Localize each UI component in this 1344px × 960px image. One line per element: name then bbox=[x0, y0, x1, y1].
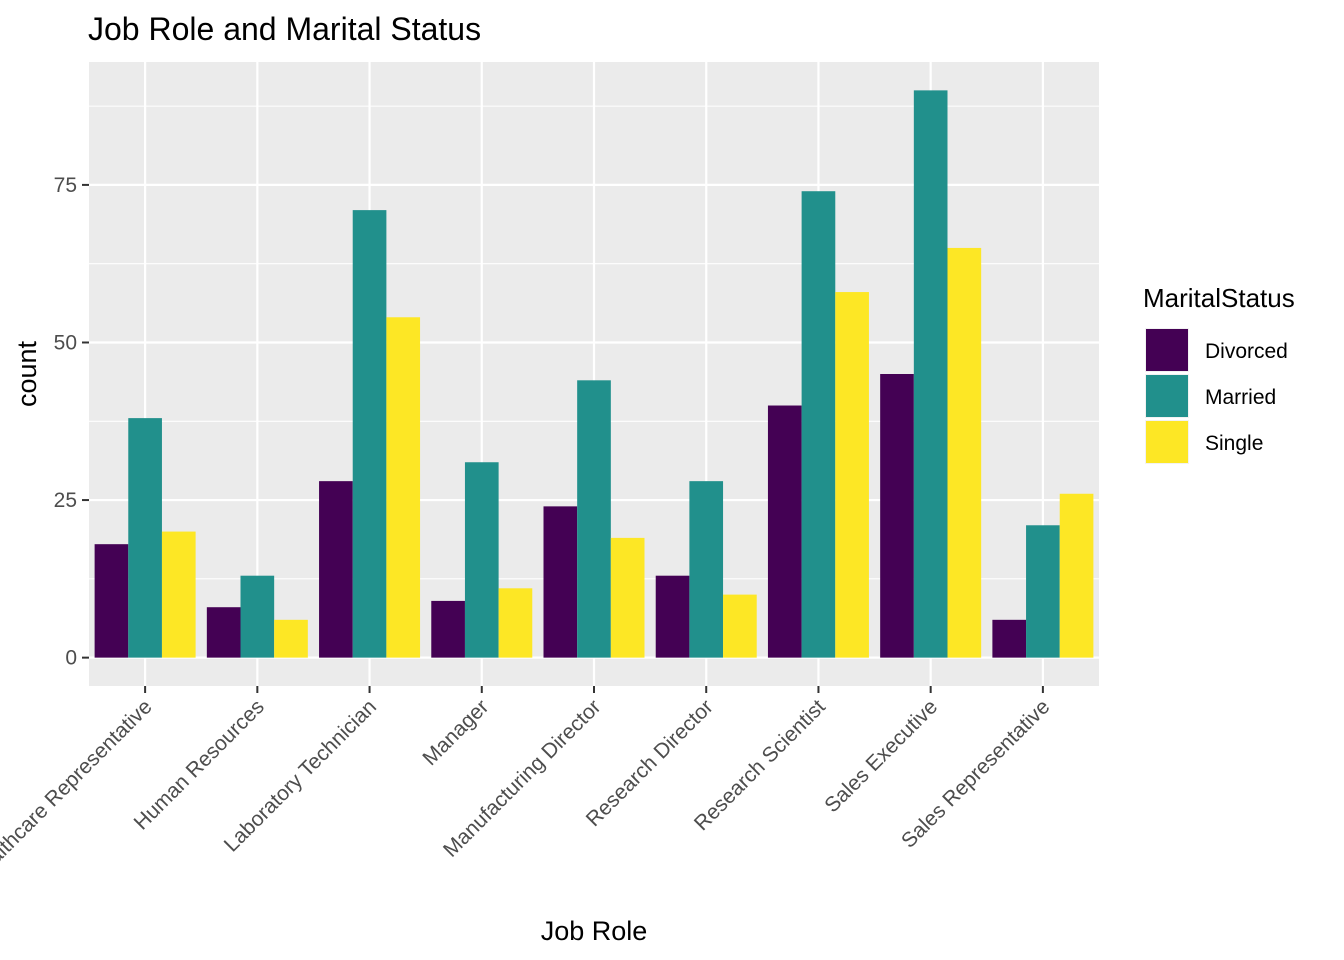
bar-married bbox=[464, 462, 499, 658]
bar-divorced bbox=[767, 405, 802, 658]
y-tick-label: 50 bbox=[54, 331, 77, 354]
bar-married bbox=[913, 90, 948, 658]
y-tick-label: 25 bbox=[54, 489, 77, 512]
bar-married bbox=[128, 418, 162, 658]
bar-single bbox=[835, 292, 869, 658]
bar-divorced bbox=[655, 575, 690, 658]
chart-title: Job Role and Marital Status bbox=[88, 11, 481, 47]
x-tick-label: Manager bbox=[418, 695, 493, 770]
bar-divorced bbox=[880, 374, 914, 658]
bar-divorced bbox=[431, 600, 465, 658]
bars bbox=[94, 90, 1094, 658]
bar-married bbox=[577, 380, 611, 658]
x-tick-label: Healthcare Representative bbox=[0, 695, 157, 887]
legend-label: Married bbox=[1205, 386, 1276, 409]
legend-key-single bbox=[1146, 421, 1188, 463]
legend-title: MaritalStatus bbox=[1143, 283, 1295, 313]
bar-single bbox=[1059, 493, 1094, 658]
y-axis-title: count bbox=[12, 340, 42, 407]
bar-divorced bbox=[94, 544, 129, 658]
legend-key-married bbox=[1146, 375, 1188, 417]
x-tick-label: Sales Executive bbox=[820, 695, 942, 817]
bar-single bbox=[161, 531, 196, 658]
legend: MaritalStatus Divorced Married Single bbox=[1143, 283, 1295, 464]
bar-single bbox=[947, 247, 982, 658]
y-axis: 0 25 50 75 bbox=[54, 174, 89, 670]
legend-label: Single bbox=[1205, 432, 1263, 455]
legend-key-divorced bbox=[1146, 329, 1188, 371]
bar-divorced bbox=[543, 506, 578, 658]
x-axis-title: Job Role bbox=[541, 916, 648, 946]
bar-married bbox=[801, 191, 836, 658]
y-tick-label: 0 bbox=[65, 647, 77, 670]
y-tick-label: 75 bbox=[54, 174, 77, 197]
bar-single bbox=[498, 588, 533, 658]
bar-single bbox=[610, 537, 645, 658]
bar-single bbox=[274, 619, 308, 658]
bar-divorced bbox=[992, 619, 1027, 658]
bar-married bbox=[1026, 525, 1060, 658]
bar-single bbox=[723, 594, 757, 658]
bar-married bbox=[352, 210, 387, 658]
bar-divorced bbox=[319, 481, 353, 658]
bar-married bbox=[689, 481, 724, 658]
legend-label: Divorced bbox=[1205, 340, 1288, 363]
bar-divorced bbox=[206, 607, 241, 658]
bar-single bbox=[386, 317, 421, 658]
bar-married bbox=[240, 575, 275, 658]
